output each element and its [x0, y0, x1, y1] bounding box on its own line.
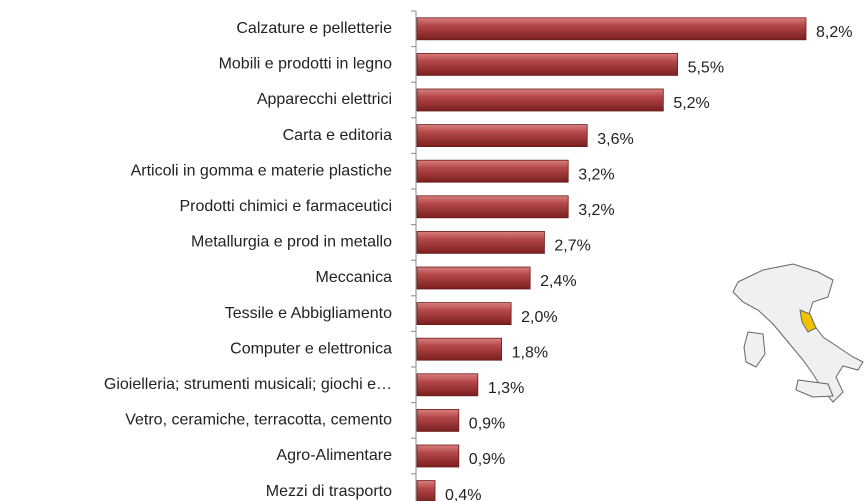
- category-label: Apparecchi elettrici: [257, 91, 392, 108]
- value-label: 1,8%: [512, 344, 548, 361]
- bar: [416, 302, 512, 326]
- value-label: 3,2%: [578, 202, 614, 219]
- bar: [416, 195, 569, 219]
- value-label: 0,9%: [469, 416, 505, 433]
- category-label: Calzature e pelletterie: [236, 20, 392, 37]
- category-label: Computer e elettronica: [230, 340, 392, 357]
- value-label: 2,0%: [521, 309, 557, 326]
- category-label: Tessile e Abbigliamento: [225, 305, 392, 322]
- bar: [416, 337, 503, 361]
- category-label: Meccanica: [316, 269, 393, 286]
- bar: [416, 373, 479, 397]
- category-label: Metallurgia e prod in metallo: [191, 234, 392, 251]
- bar: [416, 230, 545, 254]
- value-label: 1,3%: [488, 380, 524, 397]
- category-label: Gioielleria; strumenti musicali; giochi …: [104, 376, 392, 393]
- category-label: Articoli in gomma e materie plastiche: [131, 162, 393, 179]
- bar: [416, 124, 588, 147]
- bar: [416, 480, 436, 501]
- bar: [416, 408, 460, 432]
- category-label: Carta e editoria: [283, 127, 392, 144]
- value-label: 3,6%: [597, 131, 633, 148]
- bar: [416, 17, 807, 41]
- value-label: 8,2%: [816, 24, 852, 41]
- value-label: 0,9%: [469, 451, 505, 468]
- value-label: 2,4%: [540, 273, 576, 290]
- category-label: Vetro, ceramiche, terracotta, cemento: [125, 412, 392, 429]
- category-label: Mezzi di trasporto: [266, 483, 392, 500]
- bar: [416, 53, 678, 76]
- category-label: Mobili e prodotti in legno: [219, 56, 393, 73]
- bar: [416, 444, 460, 468]
- bar: [416, 159, 569, 183]
- value-label: 3,2%: [578, 166, 614, 183]
- value-label: 5,2%: [673, 95, 709, 112]
- category-label: Prodotti chimici e farmaceutici: [179, 198, 392, 215]
- value-label: 5,5%: [688, 60, 724, 77]
- category-label: Agro-Alimentare: [276, 447, 392, 464]
- bar: [416, 266, 531, 290]
- value-label: 2,7%: [554, 238, 590, 255]
- bar: [416, 88, 664, 112]
- italy-map: [732, 263, 864, 403]
- value-label: 0,4%: [445, 487, 481, 501]
